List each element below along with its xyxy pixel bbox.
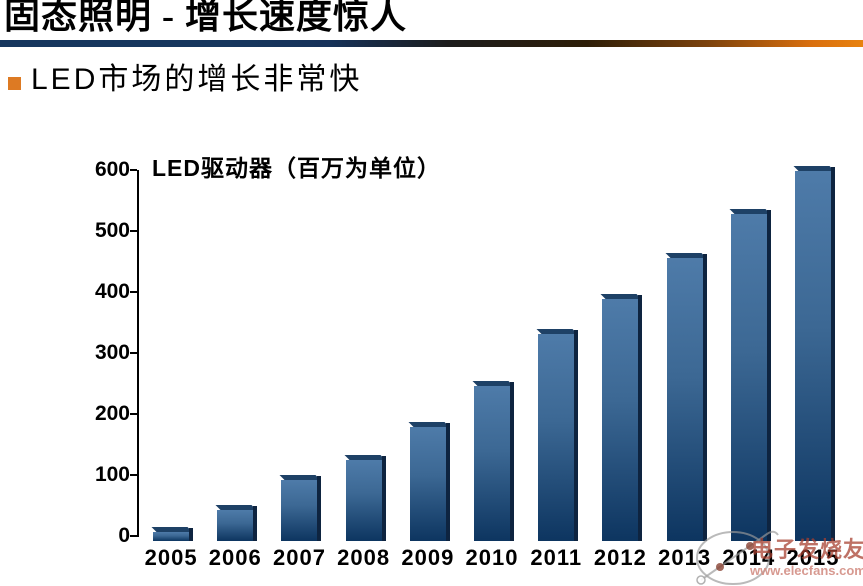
bar-top-face bbox=[793, 166, 835, 171]
x-label-2013: 2013 bbox=[658, 545, 712, 570]
bar-2008 bbox=[344, 454, 386, 541]
bullet-text: LED市场的增长非常快 bbox=[31, 63, 363, 96]
y-tick-label-500: 500 bbox=[94, 219, 130, 242]
y-tick-label-0: 0 bbox=[118, 524, 130, 547]
bar-2011 bbox=[536, 329, 579, 541]
x-label-2007: 2007 bbox=[272, 545, 326, 570]
y-tick-mark bbox=[130, 413, 137, 415]
bar-top-face bbox=[472, 381, 514, 387]
x-label-2010: 2010 bbox=[465, 545, 519, 570]
bar-side-face bbox=[574, 330, 579, 541]
chart-title: LED驱动器（百万为单位） bbox=[152, 155, 441, 181]
y-tick-label-200: 200 bbox=[94, 402, 130, 425]
bar-side-face bbox=[510, 382, 515, 541]
bullet-square-icon bbox=[8, 77, 21, 90]
y-axis-line bbox=[137, 170, 139, 537]
elecfans-logo-icon bbox=[696, 530, 779, 585]
x-label-2009: 2009 bbox=[401, 545, 455, 570]
y-tick-label-400: 400 bbox=[94, 280, 130, 303]
bar-top-face bbox=[729, 208, 771, 214]
y-tick-mark bbox=[130, 230, 137, 232]
x-label-2005: 2005 bbox=[144, 545, 198, 570]
bar-slot bbox=[524, 329, 588, 541]
bar-side-face bbox=[189, 528, 194, 541]
bar-top-face bbox=[215, 504, 257, 510]
x-label-2012: 2012 bbox=[593, 545, 647, 570]
bar-2006 bbox=[215, 504, 258, 541]
bar-slot bbox=[203, 504, 267, 541]
bar-top-face bbox=[536, 329, 578, 335]
y-tick-mark bbox=[130, 169, 137, 171]
title-divider bbox=[0, 40, 863, 47]
bar-top-face bbox=[151, 527, 193, 533]
y-tick-label-300: 300 bbox=[94, 341, 130, 364]
bar-chart: LED驱动器（百万为单位） 0 100 200 300 400 500 600 2005 20… bbox=[60, 145, 860, 586]
bar-top-face bbox=[600, 294, 642, 300]
bar-slot bbox=[396, 422, 460, 541]
y-tick-label-100: 100 bbox=[94, 463, 130, 486]
y-tick-mark bbox=[130, 535, 137, 537]
bar-2014 bbox=[729, 208, 771, 541]
bar-side-face bbox=[830, 167, 835, 541]
bar-2010 bbox=[472, 381, 515, 541]
bar-slot bbox=[781, 166, 845, 541]
x-label-2008: 2008 bbox=[337, 545, 391, 570]
bar-2005 bbox=[151, 527, 194, 541]
x-axis-labels: 2005 2006 2007 2008 2009 2010 2011 2012 2013 2014… bbox=[139, 545, 845, 571]
bar-side-face bbox=[381, 455, 386, 541]
x-label-2006: 2006 bbox=[208, 545, 262, 570]
bar-side-face bbox=[317, 476, 322, 541]
bar-side-face bbox=[702, 253, 707, 541]
bar-slot bbox=[139, 527, 203, 541]
bars-area bbox=[139, 166, 845, 541]
y-tick-mark bbox=[130, 291, 137, 293]
x-label-2015: 2015 bbox=[786, 545, 840, 570]
bar-top-face bbox=[344, 454, 386, 460]
bar-slot bbox=[588, 294, 652, 541]
watermark: 电子发烧友 www.elecfans.com bbox=[696, 530, 863, 585]
bar-slot bbox=[267, 475, 331, 541]
bar-2013 bbox=[665, 252, 707, 541]
y-tick-mark bbox=[130, 474, 137, 476]
bar-2007 bbox=[279, 475, 322, 541]
bar-2009 bbox=[408, 422, 450, 541]
bar-side-face bbox=[253, 505, 258, 541]
bar-side-face bbox=[638, 295, 643, 541]
bar-slot bbox=[653, 252, 717, 541]
x-label-2011: 2011 bbox=[530, 545, 583, 570]
y-tick-label-600: 600 bbox=[94, 158, 130, 181]
bar-side-face bbox=[445, 423, 450, 541]
bar-top-face bbox=[665, 252, 707, 258]
watermark-url: www.elecfans.com bbox=[749, 563, 863, 578]
bar-slot bbox=[717, 208, 781, 541]
bar-top-face bbox=[279, 475, 321, 481]
bar-slot bbox=[460, 381, 524, 541]
bar-2015 bbox=[793, 166, 835, 541]
watermark-brand: 电子发烧友 bbox=[751, 537, 863, 562]
bar-side-face bbox=[766, 209, 771, 541]
bar-top-face bbox=[408, 422, 450, 428]
bar-slot bbox=[332, 454, 396, 541]
y-tick-mark bbox=[130, 352, 137, 354]
bar-2012 bbox=[600, 294, 643, 541]
slide-title: 固态照明 - 增长速度惊人 bbox=[4, 0, 407, 36]
